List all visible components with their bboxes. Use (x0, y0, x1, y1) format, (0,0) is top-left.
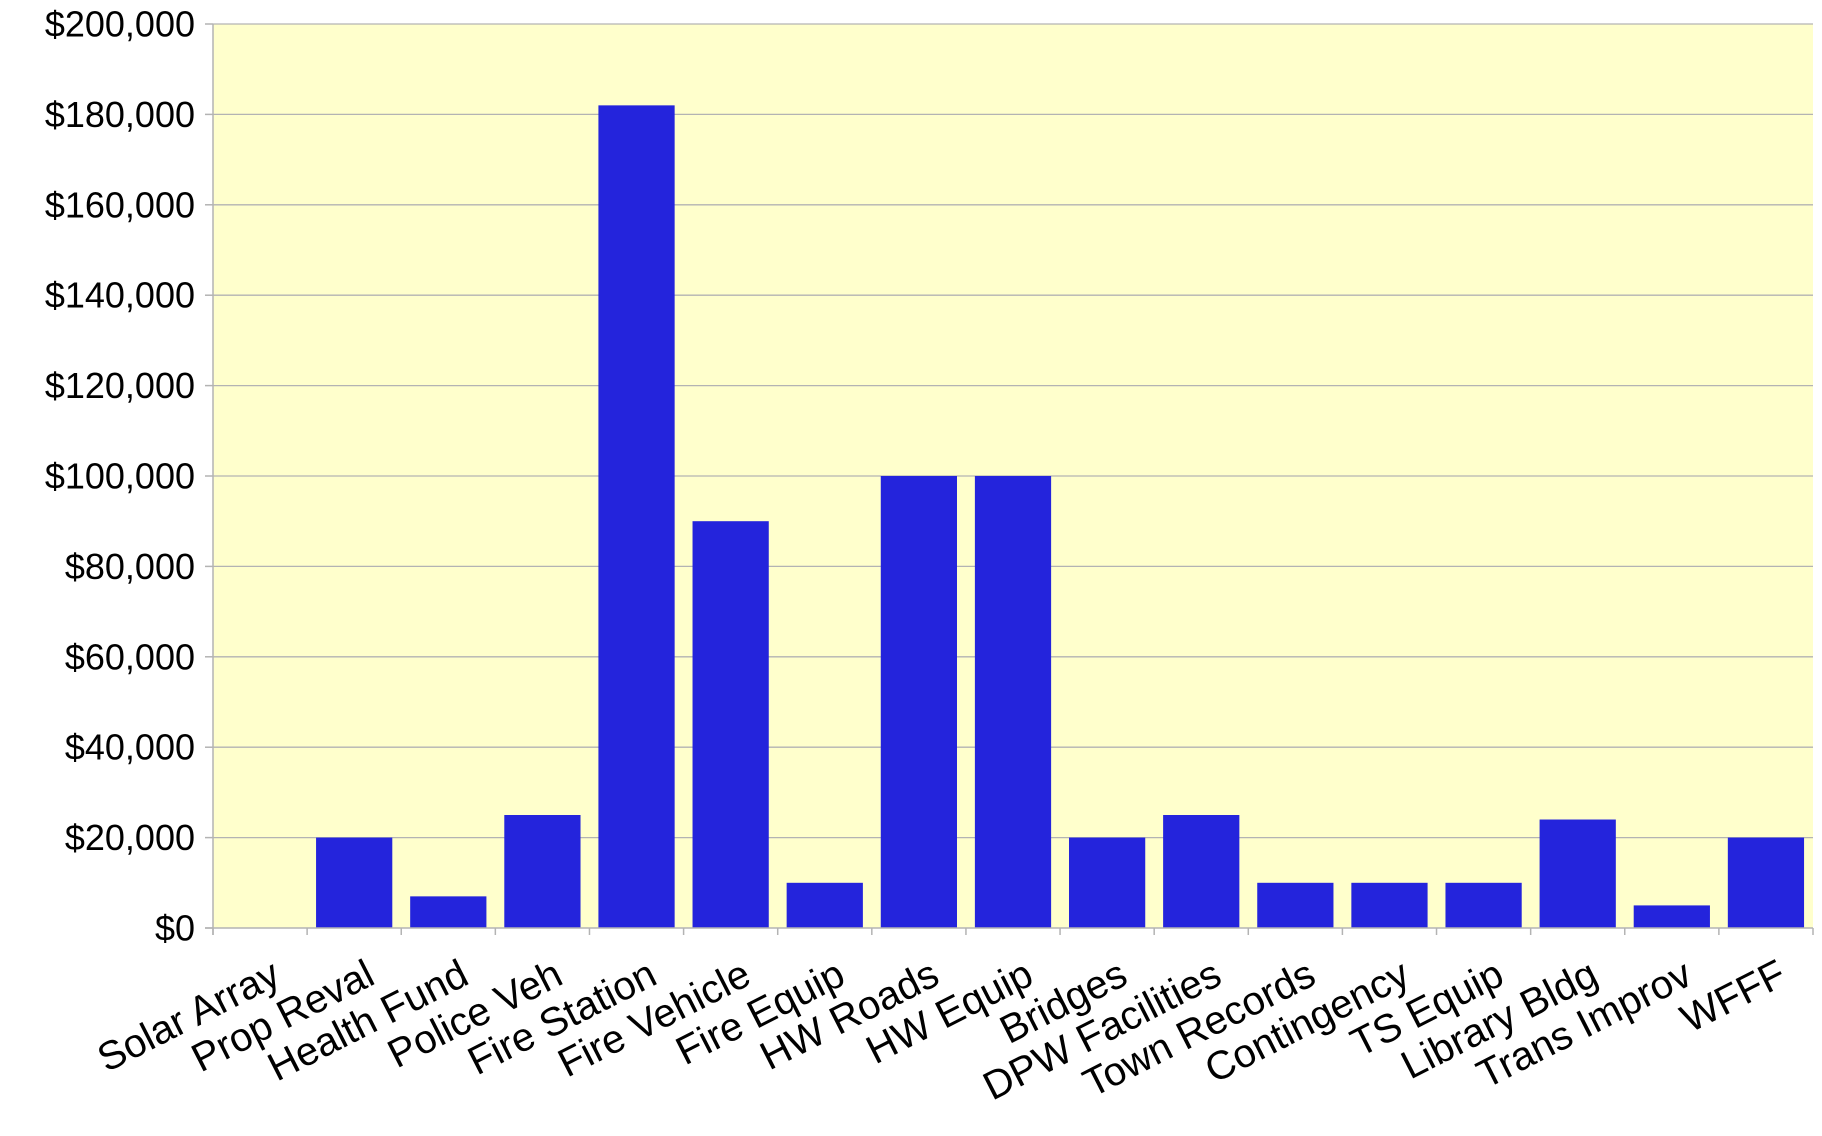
bar (692, 521, 769, 928)
y-tick-label: $200,000 (45, 4, 195, 45)
y-tick-label: $0 (155, 908, 195, 949)
bar (316, 837, 393, 928)
y-tick-label: $140,000 (45, 275, 195, 316)
bar (1633, 905, 1710, 928)
y-tick-label: $40,000 (65, 727, 195, 768)
bar (410, 896, 487, 928)
bar (974, 476, 1052, 928)
bar (1163, 815, 1240, 928)
bar (880, 476, 957, 928)
bar (1069, 837, 1146, 928)
bar (1727, 837, 1805, 928)
y-axis-ticks: $0 $20,000 $40,000 $60,000 $80,000 $100,000 $1… (45, 4, 213, 949)
bar (786, 882, 863, 928)
bar (598, 105, 675, 929)
y-tick-label: $160,000 (45, 184, 195, 225)
bar (1445, 882, 1522, 928)
y-tick-label: $100,000 (45, 456, 195, 497)
bar (504, 815, 581, 928)
bars (316, 105, 1805, 929)
y-tick-label: $80,000 (65, 546, 195, 587)
y-tick-label: $180,000 (45, 94, 195, 135)
bar (1351, 882, 1428, 928)
y-tick-label: $60,000 (65, 636, 195, 677)
x-tick-label: WFFF (1674, 952, 1793, 1042)
y-tick-label: $120,000 (45, 365, 195, 406)
bar (1539, 819, 1616, 928)
y-tick-label: $20,000 (65, 817, 195, 858)
bar (1257, 882, 1334, 928)
axes (205, 24, 1813, 935)
